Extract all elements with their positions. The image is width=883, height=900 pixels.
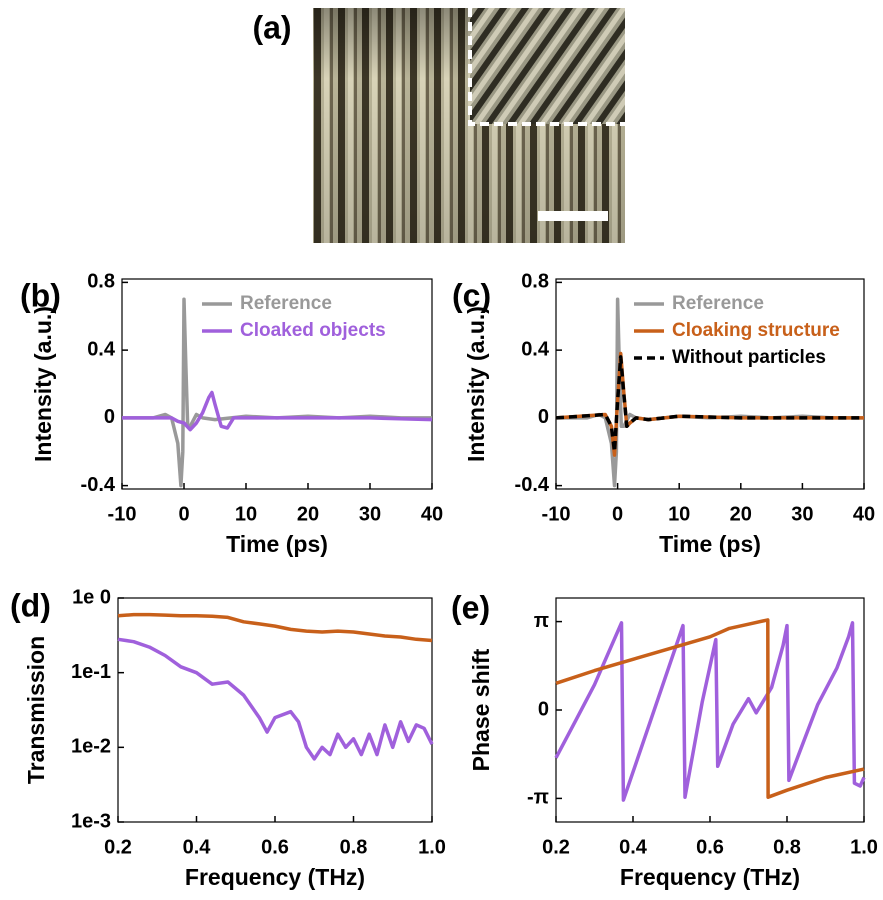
x-tick-label: -10 [542,503,571,525]
x-tick-label: 30 [359,503,381,525]
plot-frame [555,597,865,823]
panel-label: (b) [20,277,61,313]
plot-frame [121,278,433,490]
y-tick-label: 1e-1 [71,661,111,683]
x-tick-label: 10 [668,503,690,525]
x-tick-label: 0.4 [183,836,212,858]
x-tick-label: 30 [791,503,813,525]
panel-label: (d) [10,587,51,623]
x-tick-label: 0.8 [340,836,368,858]
x-tick-label: 40 [853,503,875,525]
data-line [117,637,434,761]
y-tick-label: 0 [104,406,115,428]
panel-label: (e) [451,589,490,625]
x-tick-label: -10 [108,503,137,525]
y-tick-label: 0.4 [521,338,550,360]
x-tick-label: 1.0 [418,836,446,858]
x-tick-label: 20 [297,503,319,525]
x-tick-label: 1.0 [850,836,878,858]
plot-frame [117,597,433,823]
y-tick-label: 0 [538,698,549,720]
y-tick-label: -0.4 [81,474,116,496]
x-tick-label: 0 [612,503,623,525]
y-tick-label: -0.4 [515,474,550,496]
y-axis-label: Transmission [23,636,49,784]
y-axis-label: Phase shift [468,648,494,771]
data-line [117,612,433,643]
x-tick-label: 40 [421,503,443,525]
y-tick-label: 0.4 [87,338,116,360]
x-tick-label: 0.8 [773,836,801,858]
y-axis-label: Intensity (a.u.) [463,306,489,462]
x-tick-label: 0.2 [542,836,570,858]
plot-frame [555,278,865,490]
y-tick-label: 0.8 [521,271,549,293]
x-tick-label: 0.4 [619,836,648,858]
legend-label: Reference [672,293,764,314]
y-tick-label: 0.8 [87,271,115,293]
y-tick-label: 1e-3 [71,810,111,832]
photo [313,8,625,243]
data-line [555,351,864,457]
legend-label: Cloaking structure [672,320,840,341]
x-tick-label: 0 [178,503,189,525]
y-tick-label: 1e 0 [72,586,111,608]
data-line [554,621,866,802]
y-tick-label: -π [527,787,549,809]
x-tick-label: 0.6 [261,836,289,858]
data-line [555,618,865,799]
legend-label: Cloaked objects [240,320,386,341]
x-axis-label: Frequency (THz) [185,864,365,890]
legend-label: Reference [240,293,332,314]
data-line [555,355,864,454]
x-axis-label: Time (ps) [226,531,328,557]
x-tick-label: 0.6 [696,836,724,858]
y-tick-label: 1e-2 [71,736,111,758]
x-axis-label: Time (ps) [659,531,761,557]
y-tick-label: 0 [538,406,549,428]
x-tick-label: 10 [235,503,257,525]
y-axis-label: Intensity (a.u.) [30,306,56,462]
panel-label: (a) [252,9,291,45]
x-axis-label: Frequency (THz) [620,864,800,890]
x-tick-label: 20 [730,503,752,525]
y-tick-label: π [534,610,549,632]
data-line [122,390,433,432]
panel-label: (c) [452,277,491,313]
x-tick-label: 0.2 [104,836,132,858]
legend-label: Without particles [672,347,826,368]
